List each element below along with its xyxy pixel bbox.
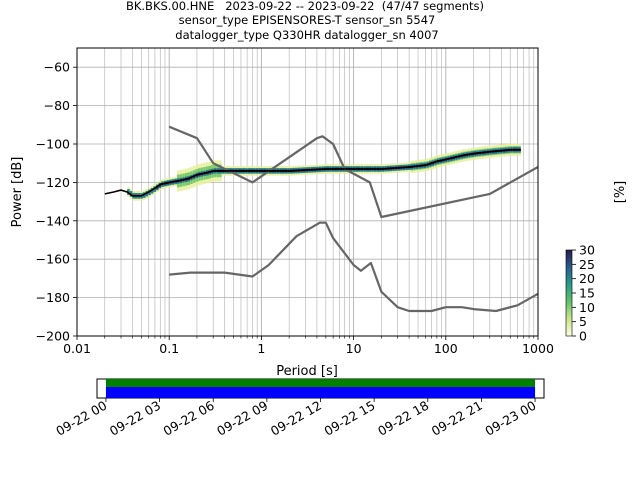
y-tick-label: −180 [36,290,70,305]
colorbar-tick-label: 15 [579,286,595,301]
coverage-tick-label: 09-22 21 [429,398,485,439]
colorbar-tick-label: 5 [579,314,587,329]
y-tick-label: −200 [36,329,70,344]
colorbar-tick-label: 25 [579,257,595,272]
coverage-tick-label: 09-22 03 [107,398,163,439]
y-tick-label: −160 [36,252,70,267]
noise-model-low [169,221,538,313]
y-tick-label: −80 [44,98,70,113]
x-tick-label: 1000 [522,341,554,356]
x-tick-label: 10 [346,341,362,356]
plot-frame [76,47,539,337]
colorbar-tick-label: 0 [579,329,587,344]
coverage-tick-label: 09-22 18 [375,398,431,439]
mode-line [104,149,521,197]
coverage-tick-label: 09-22 15 [321,398,377,439]
x-tick-label: 0.01 [63,341,91,356]
colorbar-tick-label: 10 [579,300,595,315]
colorbar-gradient [565,249,573,337]
x-axis-label: Period [s] [276,364,338,379]
y-tick-label: −140 [36,213,70,228]
x-tick-label: 1 [257,341,265,356]
x-tick-label: 100 [434,341,458,356]
plot-grid [76,48,538,337]
noise-models [168,125,538,313]
y-tick-label: −60 [44,60,70,75]
coverage-tick-label: 09-22 09 [214,398,270,439]
colorbar-label: [%] [613,181,628,204]
x-axis: 0.01 0.1 1 10 100 1000 [63,336,554,356]
chart-title-line-2: sensor_type EPISENSORES-T sensor_sn 5547 [179,13,436,27]
coverage-tick-label: 09-23 00 [482,398,538,439]
coverage-tick-label: 09-22 00 [53,398,109,439]
x-tick-label: 0.1 [159,341,179,356]
y-tick-label: −100 [36,137,70,152]
noise-model-high [168,125,538,219]
colorbar-tick-label: 20 [579,271,595,286]
y-tick-label: −120 [36,175,70,190]
coverage-data-bar [105,387,536,398]
coverage-gap-free-bar [105,379,536,387]
coverage-tick-label: 09-22 06 [161,398,217,439]
ppsd-plot: 0.01 0.1 1 10 100 1000 −200 −180 −160 −140 −120 −1… [10,47,554,379]
chart-title-line-3: datalogger_type Q330HR datalogger_sn 400… [175,28,438,42]
coverage-tick-label: 09-22 12 [268,398,324,439]
y-axis-label: Power [dB] [10,157,25,228]
y-axis: −200 −180 −160 −140 −120 −100 −80 −60 [36,60,77,344]
colorbar-tick-label: 30 [579,243,595,258]
mode-line-path [104,149,521,197]
chart-title-line-1: BK.BKS.00.HNE 2023-09-22 -- 2023-09-22 (… [126,0,484,13]
